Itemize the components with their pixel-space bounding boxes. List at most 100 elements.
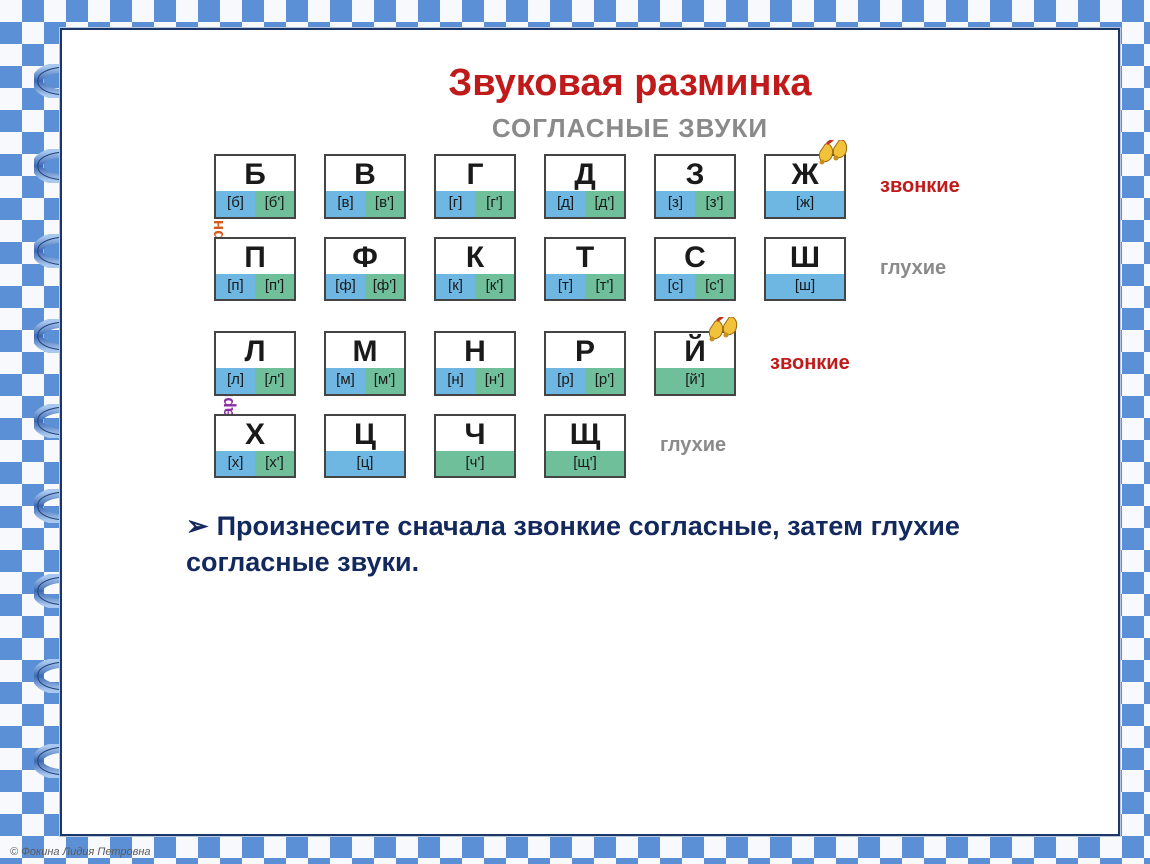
sound-cell: Р[р][р'] (544, 331, 626, 396)
label-voiceless: глухие (880, 257, 946, 280)
cell-transcription: [с][с'] (656, 274, 734, 300)
cell-transcription: [л][л'] (216, 368, 294, 394)
cell-transcription: [ц] (326, 451, 404, 477)
cell-seg-single: [ж] (766, 191, 844, 217)
cell-transcription: [й'] (656, 368, 734, 394)
cell-seg-right: [м'] (365, 368, 404, 394)
cell-letter: М (326, 333, 404, 368)
cell-seg-left: [ф] (326, 274, 365, 300)
cell-seg-right: [т'] (585, 274, 624, 300)
cell-seg-left: [т] (546, 274, 585, 300)
cell-transcription: [щ'] (546, 451, 624, 477)
cell-seg-left: [б] (216, 191, 255, 217)
cell-seg-right: [х'] (255, 451, 294, 477)
sound-cell: З[з][з'] (654, 154, 736, 219)
cell-letter: П (216, 239, 294, 274)
cell-transcription: [ч'] (436, 451, 514, 477)
instruction-content: Произнесите сначала звонкие согласные, з… (186, 511, 960, 577)
cell-seg-right: [д'] (585, 191, 624, 217)
cell-seg-left: [с] (656, 274, 695, 300)
copyright-text: © Фокина Лидия Петровна (10, 846, 151, 858)
cell-seg-right: [б'] (255, 191, 294, 217)
cell-transcription: [р][р'] (546, 368, 624, 394)
sound-cell: Б[б][б'] (214, 154, 296, 219)
cell-letter: Ц (326, 416, 404, 451)
bell-icon (706, 317, 740, 349)
cell-letter: К (436, 239, 514, 274)
cell-seg-right: [в'] (365, 191, 404, 217)
cell-transcription: [б][б'] (216, 191, 294, 217)
sound-cell: В[в][в'] (324, 154, 406, 219)
row-unpaired-voiced: Л[л][л'] М[м][м'] Н[н][н'] Р[р][р'] Й[й'] зв… (214, 331, 1078, 396)
cell-seg-right: [з'] (695, 191, 734, 217)
cell-letter: Х (216, 416, 294, 451)
cell-seg-right: [с'] (695, 274, 734, 300)
sound-cell: Д[д][д'] (544, 154, 626, 219)
cell-transcription: [г][г'] (436, 191, 514, 217)
sound-cell: Л[л][л'] (214, 331, 296, 396)
cell-seg-left: [д] (546, 191, 585, 217)
label-voiceless: глухие (660, 434, 726, 457)
cell-seg-right: [н'] (475, 368, 514, 394)
sound-cell: Ч[ч'] (434, 414, 516, 479)
cell-seg-single: [ч'] (436, 451, 514, 477)
row-paired-voiced: Б[б][б'] В[в][в'] Г[г][г'] Д[д][д'] З[з][з']… (214, 154, 1078, 219)
sound-cell: Ф[ф][ф'] (324, 237, 406, 302)
cell-transcription: [х][х'] (216, 451, 294, 477)
cell-letter: Л (216, 333, 294, 368)
bullet-icon: ➢ (186, 511, 209, 541)
label-voiced: звонкие (880, 175, 960, 198)
cell-letter: Г (436, 156, 514, 191)
cell-seg-right: [г'] (475, 191, 514, 217)
sound-cell: Й[й'] (654, 331, 736, 396)
instruction-text: ➢Произнесите сначала звонкие согласные, … (186, 508, 1078, 581)
cell-seg-single: [ц] (326, 451, 404, 477)
cell-seg-left: [л] (216, 368, 255, 394)
cell-letter: Ф (326, 239, 404, 274)
cell-transcription: [п][п'] (216, 274, 294, 300)
cell-seg-left: [н] (436, 368, 475, 394)
cell-transcription: [н][н'] (436, 368, 514, 394)
cell-seg-right: [п'] (255, 274, 294, 300)
cell-transcription: [ш] (766, 274, 844, 300)
cell-seg-left: [м] (326, 368, 365, 394)
sound-cell: Ш[ш] (764, 237, 846, 302)
cell-letter: В (326, 156, 404, 191)
sound-cell: Ц[ц] (324, 414, 406, 479)
cell-seg-left: [п] (216, 274, 255, 300)
cell-seg-single: [ш] (766, 274, 844, 300)
cell-letter: Т (546, 239, 624, 274)
cell-transcription: [т][т'] (546, 274, 624, 300)
cell-letter: С (656, 239, 734, 274)
cell-letter: Д (546, 156, 624, 191)
sound-cell: Щ[щ'] (544, 414, 626, 479)
cell-seg-left: [р] (546, 368, 585, 394)
unpaired-block: непарные Л[л][л']М[м][м']Н[н][н']Р[р][р'… (214, 331, 1078, 478)
cell-transcription: [д][д'] (546, 191, 624, 217)
label-voiced: звонкие (770, 352, 850, 375)
cell-seg-single: [щ'] (546, 451, 624, 477)
cell-letter: Р (546, 333, 624, 368)
cell-transcription: [м][м'] (326, 368, 404, 394)
cell-seg-right: [л'] (255, 368, 294, 394)
sound-cell: Т[т][т'] (544, 237, 626, 302)
cell-letter: Ч (436, 416, 514, 451)
cell-transcription: [к][к'] (436, 274, 514, 300)
sound-cell: Н[н][н'] (434, 331, 516, 396)
sound-cell: Ж[ж] (764, 154, 846, 219)
page-title: Звуковая разминка (182, 62, 1078, 105)
cell-seg-left: [х] (216, 451, 255, 477)
sound-cell: П[п][п'] (214, 237, 296, 302)
page-card: Звуковая разминка СОГЛАСНЫЕ ЗВУКИ парные… (60, 28, 1120, 836)
cell-seg-single: [й'] (656, 368, 734, 394)
cell-seg-left: [г] (436, 191, 475, 217)
cell-letter: Б (216, 156, 294, 191)
page-subtitle: СОГЛАСНЫЕ ЗВУКИ (182, 113, 1078, 144)
cell-letter: З (656, 156, 734, 191)
cell-letter: Н (436, 333, 514, 368)
bell-icon (816, 140, 850, 172)
cell-letter: Ш (766, 239, 844, 274)
sound-cell: Х[х][х'] (214, 414, 296, 479)
cell-transcription: [в][в'] (326, 191, 404, 217)
sound-cell: М[м][м'] (324, 331, 406, 396)
